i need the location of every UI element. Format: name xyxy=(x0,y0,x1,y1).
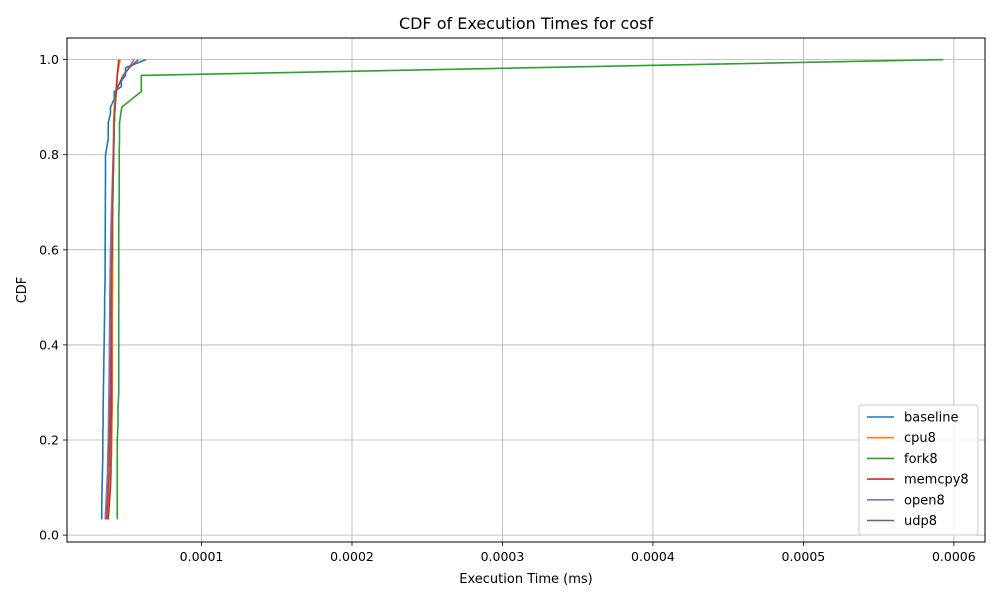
series-line-udp8 xyxy=(105,59,139,520)
legend-label: cpu8 xyxy=(904,431,936,446)
legend-label: udp8 xyxy=(904,514,937,529)
y-tick-label: 0.4 xyxy=(39,337,59,352)
x-tick-label: 0.0003 xyxy=(481,549,525,564)
legend-label: memcpy8 xyxy=(904,473,969,488)
y-tick-label: 0.2 xyxy=(39,433,59,448)
x-tick-label: 0.0002 xyxy=(330,549,374,564)
x-tick-label: 0.0006 xyxy=(932,549,976,564)
legend-label: open8 xyxy=(904,493,945,508)
y-tick-label: 0.0 xyxy=(39,528,59,543)
y-tick-label: 1.0 xyxy=(39,52,59,67)
y-axis-label: CDF xyxy=(15,277,30,304)
legend-label: fork8 xyxy=(904,452,938,467)
series-line-fork8 xyxy=(116,58,944,520)
grid xyxy=(67,38,985,542)
axis-ticks: 0.0001 0.0002 0.0003 0.0004 0.0005 0.0006 0.0 0… xyxy=(39,52,976,564)
x-tick-label: 0.0001 xyxy=(180,549,224,564)
y-tick-label: 0.8 xyxy=(39,147,59,162)
plot-frame xyxy=(66,37,986,543)
chart-title: CDF of Execution Times for cosf xyxy=(399,14,653,33)
y-tick-label: 0.6 xyxy=(39,242,59,257)
x-axis-label: Execution Time (ms) xyxy=(459,572,592,587)
series-line-baseline xyxy=(100,58,147,520)
series-layer xyxy=(100,58,944,520)
x-tick-label: 0.0005 xyxy=(782,549,826,564)
legend-label: baseline xyxy=(904,411,958,426)
legend: baseline cpu8 fork8 memcpy8 open8 udp8 xyxy=(858,404,979,536)
x-tick-label: 0.0004 xyxy=(631,549,675,564)
